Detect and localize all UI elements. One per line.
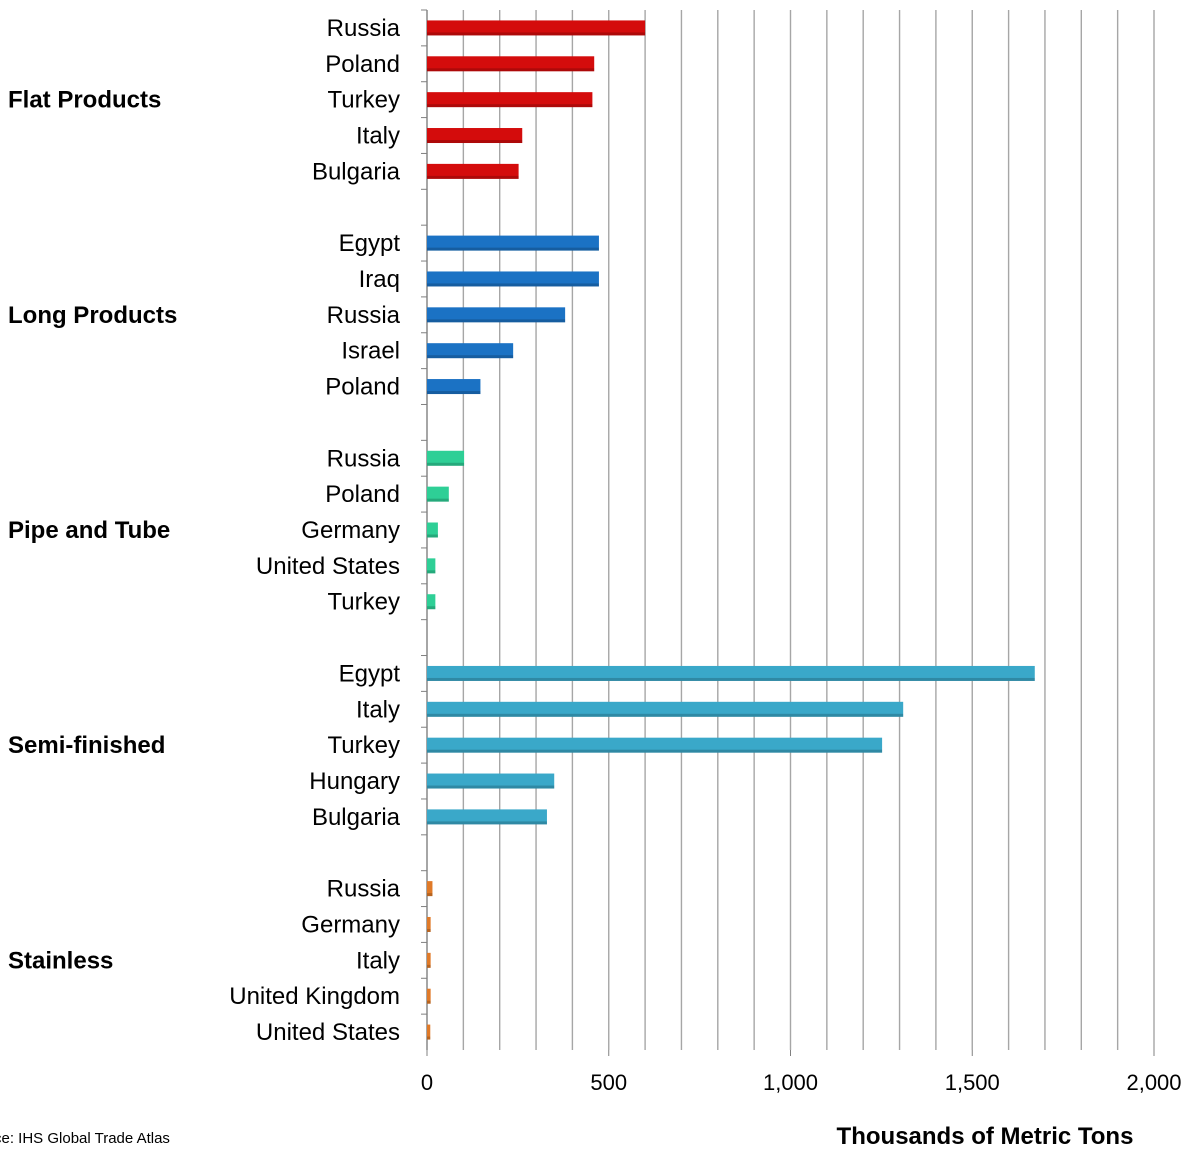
bar-russia bbox=[427, 881, 433, 897]
category-label: Italy bbox=[356, 696, 400, 723]
group-label: Semi-finished bbox=[8, 732, 165, 759]
bar-shade bbox=[427, 32, 646, 36]
bar-shade bbox=[427, 606, 436, 610]
bar-shade bbox=[427, 785, 555, 789]
bar-italy bbox=[427, 952, 431, 968]
bar-egypt bbox=[427, 235, 599, 251]
category-label: United States bbox=[256, 1019, 400, 1046]
bar-bulgaria bbox=[427, 809, 547, 825]
bar-turkey bbox=[427, 92, 593, 108]
bar-italy bbox=[427, 701, 904, 717]
category-label: Italy bbox=[356, 947, 400, 974]
bar-shade bbox=[427, 391, 481, 395]
category-label: Turkey bbox=[328, 87, 400, 114]
x-tick-label: 2,000 bbox=[1126, 1070, 1181, 1095]
bar-shade bbox=[427, 1036, 431, 1040]
bar-shade bbox=[427, 821, 547, 825]
bars bbox=[427, 20, 1035, 1040]
bar-shade bbox=[427, 104, 593, 108]
bar-russia bbox=[427, 20, 646, 36]
category-label: Russia bbox=[327, 445, 401, 472]
category-label: Poland bbox=[325, 481, 400, 508]
bar-shade bbox=[427, 498, 449, 502]
category-label: Israel bbox=[341, 338, 400, 365]
bar-shade bbox=[427, 677, 1035, 681]
x-axis-title: Thousands of Metric Tons bbox=[837, 1123, 1134, 1146]
category-label: Germany bbox=[301, 911, 400, 938]
bar-shade bbox=[427, 964, 431, 968]
bar-russia bbox=[427, 450, 465, 466]
source-note: ce: IHS Global Trade Atlas bbox=[0, 1130, 170, 1146]
bar-shade bbox=[427, 570, 436, 574]
group-labels: Flat Products Long Products Pipe and Tube S… bbox=[8, 87, 177, 975]
category-label: Russia bbox=[327, 302, 401, 329]
bar-united-states bbox=[427, 558, 436, 574]
bar-shade bbox=[427, 534, 438, 538]
bar-israel bbox=[427, 343, 514, 359]
bar-united-states bbox=[427, 1024, 431, 1040]
bar-poland bbox=[427, 486, 449, 502]
bar-poland bbox=[427, 379, 481, 395]
bar-russia bbox=[427, 307, 566, 323]
bar-shade bbox=[427, 140, 523, 144]
x-tick-label: 0 bbox=[421, 1070, 433, 1095]
bar-egypt bbox=[427, 665, 1035, 681]
category-label: Russia bbox=[327, 876, 401, 903]
category-label: Iraq bbox=[359, 266, 400, 293]
bar-germany bbox=[427, 522, 438, 538]
group-label: Pipe and Tube bbox=[8, 517, 170, 544]
x-tick-label: 1,000 bbox=[763, 1070, 818, 1095]
bar-shade bbox=[427, 462, 465, 466]
bar-bulgaria bbox=[427, 163, 519, 179]
bar-shade bbox=[427, 1000, 431, 1004]
bar-shade bbox=[427, 319, 566, 323]
bar-shade bbox=[427, 749, 883, 753]
bar-shade bbox=[427, 355, 514, 359]
group-label: Stainless bbox=[8, 947, 113, 974]
category-labels: Russia Poland Turkey Italy Bulgaria Egypt Iraq… bbox=[229, 15, 400, 1046]
category-label: Turkey bbox=[328, 732, 400, 759]
category-label: United States bbox=[256, 553, 400, 580]
bar-united-kingdom bbox=[427, 988, 431, 1004]
bar-shade bbox=[427, 713, 904, 717]
bar-shade bbox=[427, 68, 595, 72]
bar-iraq bbox=[427, 271, 599, 287]
category-label: Poland bbox=[325, 374, 400, 401]
group-label: Flat Products bbox=[8, 87, 161, 114]
category-label: Bulgaria bbox=[312, 158, 401, 185]
bar-italy bbox=[427, 128, 523, 144]
category-label: Hungary bbox=[309, 768, 400, 795]
category-label: Egypt bbox=[339, 660, 401, 687]
category-label: Egypt bbox=[339, 230, 401, 257]
bar-poland bbox=[427, 56, 595, 72]
bar-shade bbox=[427, 928, 431, 932]
bar-germany bbox=[427, 916, 431, 932]
gridlines bbox=[421, 9, 1155, 1056]
group-label: Long Products bbox=[8, 302, 177, 329]
bar-hungary bbox=[427, 773, 555, 789]
category-label: Germany bbox=[301, 517, 400, 544]
x-tick-label: 500 bbox=[590, 1070, 627, 1095]
category-label: Bulgaria bbox=[312, 804, 401, 831]
x-tick-label: 1,500 bbox=[945, 1070, 1000, 1095]
category-label: Poland bbox=[325, 51, 400, 78]
bar-shade bbox=[427, 893, 433, 897]
category-label: Italy bbox=[356, 123, 400, 150]
bar-shade bbox=[427, 247, 599, 251]
category-label: United Kingdom bbox=[229, 983, 400, 1010]
bar-shade bbox=[427, 175, 519, 179]
bar-turkey bbox=[427, 737, 883, 753]
category-label: Turkey bbox=[328, 589, 400, 616]
x-tick-labels: 0 500 1,000 1,500 2,000 bbox=[421, 1070, 1182, 1095]
bar-shade bbox=[427, 283, 599, 287]
category-label: Russia bbox=[327, 15, 401, 42]
bar-turkey bbox=[427, 594, 436, 610]
